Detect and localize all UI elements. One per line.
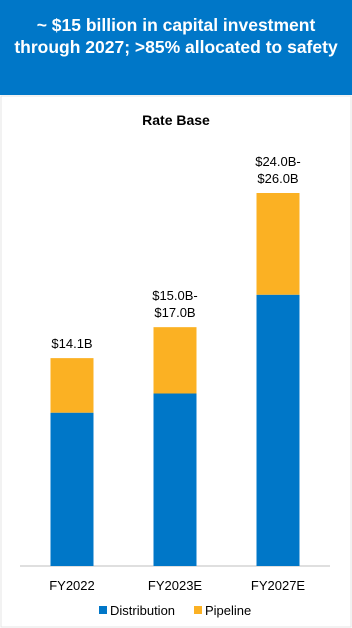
- legend-label: Distribution: [110, 603, 175, 618]
- bar-segment: [256, 294, 300, 566]
- total-label: $26.0B: [257, 171, 298, 186]
- chart: Rate Base $14.1B FY2022 $15.0B- $17.0B FY202…: [0, 95, 352, 628]
- x-tick-label: FY2022: [49, 578, 95, 593]
- chart-frame: [0, 95, 352, 628]
- header-banner: ~ $15 billion in capital investment thro…: [0, 0, 352, 95]
- bar-segment: [256, 193, 300, 295]
- total-label: $24.0B-: [255, 154, 301, 169]
- bar-segment: [50, 412, 94, 566]
- chart-title: Rate Base: [142, 112, 210, 128]
- total-label: $14.1B: [51, 336, 92, 351]
- legend-label: Pipeline: [205, 603, 251, 618]
- x-tick-label: FY2023E: [148, 578, 203, 593]
- bar-segment: [153, 393, 197, 566]
- bar-segment: [153, 327, 197, 394]
- bar-segment: [50, 358, 94, 413]
- total-label: $15.0B-: [152, 288, 198, 303]
- legend-swatch: [194, 606, 202, 614]
- total-label: $17.0B: [154, 305, 195, 320]
- legend-swatch: [99, 606, 107, 614]
- x-tick-label: FY2027E: [251, 578, 306, 593]
